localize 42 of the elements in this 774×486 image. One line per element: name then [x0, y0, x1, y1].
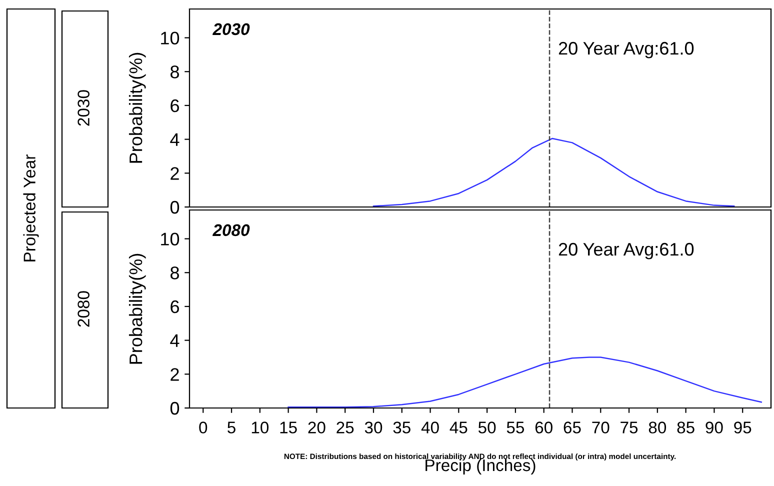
text: 2080: [78, 291, 90, 327]
y-tick-label: 2: [170, 167, 179, 180]
y-tick-label: 8: [170, 266, 179, 280]
x-axis-title: Precip (Inches): [426, 458, 536, 474]
y-axis-title: Probability(%): [128, 254, 146, 364]
x-tick-label: 5: [228, 422, 236, 434]
x-tick-label: 75: [620, 422, 638, 434]
x-tick-label: 25: [336, 422, 354, 434]
x-tick-label: 60: [535, 422, 552, 434]
x-tick-label: 65: [564, 422, 581, 434]
x-tick-label: 10: [252, 422, 269, 434]
y-tick-label: 10: [161, 32, 180, 44]
text: 2030: [212, 23, 250, 36]
x-tick-label: 70: [592, 422, 610, 434]
x-tick-label: 0: [199, 422, 208, 434]
text: 2080: [212, 224, 250, 236]
y-tick-label: 8: [170, 66, 179, 78]
y-axis-title: Probability(%): [128, 52, 146, 163]
y-tick-label: 6: [170, 99, 179, 112]
x-tick-label: 85: [677, 422, 694, 434]
x-tick-label: 50: [478, 422, 496, 434]
y-tick-label: 4: [170, 133, 180, 146]
x-tick-label: 40: [421, 422, 439, 434]
y-tick-label: 6: [170, 300, 179, 314]
x-tick-label: 35: [393, 422, 410, 434]
ref-line-label: 20 Year Avg:61.0: [558, 242, 694, 260]
x-tick-label: 95: [734, 422, 752, 434]
text: 2030: [78, 90, 90, 126]
y-tick-label: 0: [170, 402, 180, 415]
y-tick-label: 4: [170, 334, 180, 347]
y-tick-label: 10: [161, 232, 180, 246]
y-tick-label: 0: [170, 200, 180, 214]
text: Projected Year: [23, 154, 39, 262]
x-tick-label: 15: [280, 422, 297, 434]
ref-line-label: 20 Year Avg:61.0: [558, 42, 694, 58]
y-tick-label: 2: [170, 368, 179, 381]
x-tick-label: 30: [364, 422, 382, 434]
x-tick-label: 80: [648, 422, 666, 434]
x-tick-label: 55: [506, 422, 524, 434]
x-tick-label: 45: [450, 422, 468, 434]
x-tick-label: 20: [308, 422, 326, 434]
x-tick-label: 90: [706, 422, 723, 434]
